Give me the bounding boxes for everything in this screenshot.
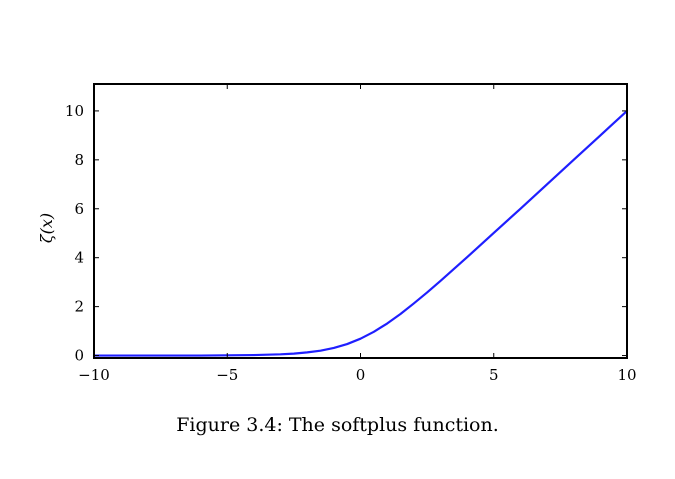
x-tick-label: −5 xyxy=(216,366,238,384)
y-axis-label: ζ(x) xyxy=(37,213,56,243)
x-tick-label: 10 xyxy=(617,366,636,384)
y-axis: 0 2 4 6 8 10 xyxy=(65,102,627,365)
y-tick-label: 10 xyxy=(65,102,84,120)
y-tick-label: 2 xyxy=(74,298,84,316)
figure-caption: Figure 3.4: The softplus function. xyxy=(176,414,499,436)
plot-area xyxy=(92,83,629,359)
plot-frame xyxy=(93,83,628,359)
series-line-0 xyxy=(92,109,629,357)
y-tick-label: 6 xyxy=(74,200,84,218)
x-tick-label: 0 xyxy=(356,366,366,384)
x-tick-label: 5 xyxy=(489,366,499,384)
y-tick-label: 8 xyxy=(74,151,84,169)
y-tick-label: 0 xyxy=(74,347,84,365)
y-tick-label: 4 xyxy=(74,249,84,267)
x-tick-label: −10 xyxy=(78,366,110,384)
